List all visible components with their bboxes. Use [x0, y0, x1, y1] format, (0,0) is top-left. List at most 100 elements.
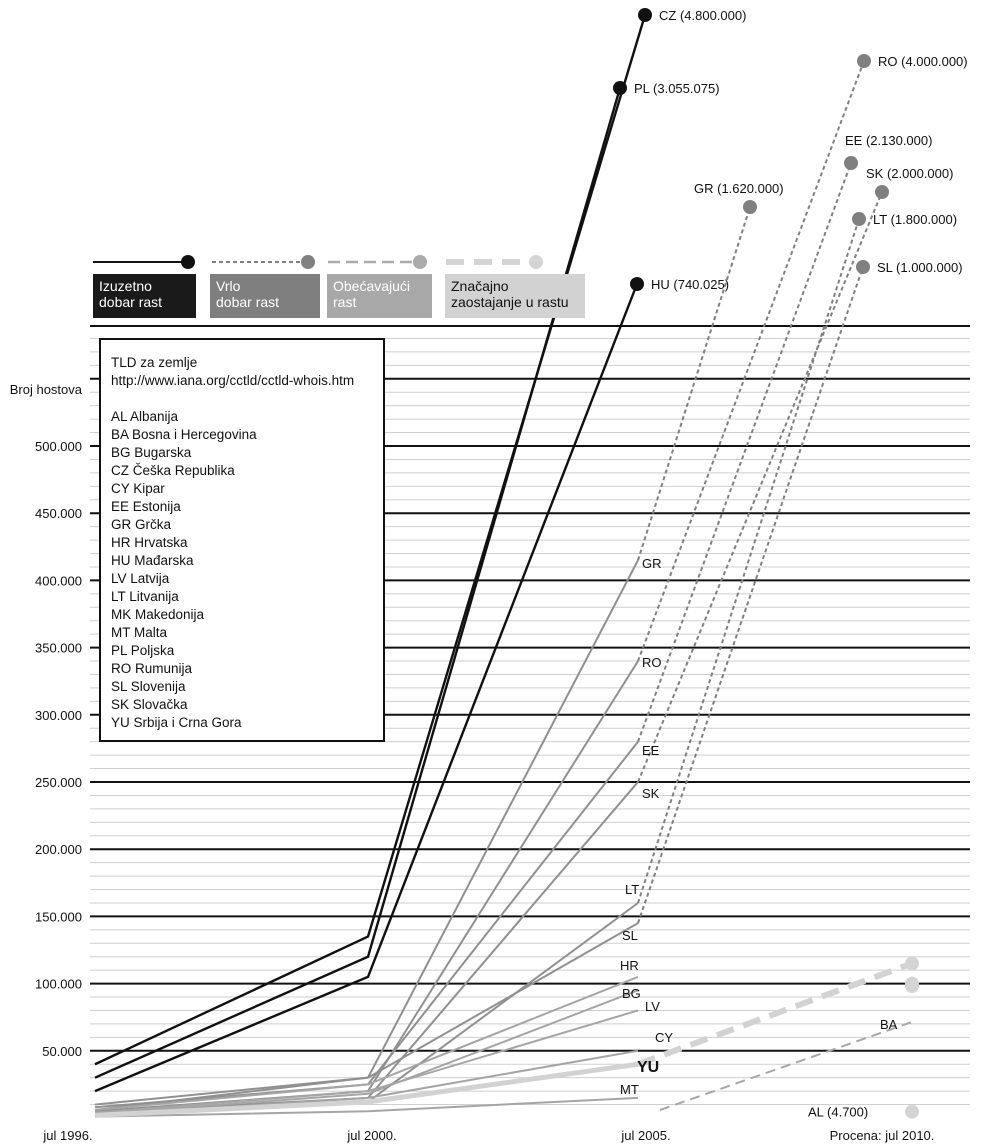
endpoint-marker-sk: [875, 185, 889, 199]
endpoint-marker-al: [905, 1104, 919, 1119]
endpoint-label-hu: HU (740.025): [651, 277, 729, 292]
key-entry: MK Makedonija: [111, 607, 205, 622]
projection-line-sk: [637, 191, 883, 783]
endpoint-marker-gr: [743, 200, 757, 214]
key-url: http://www.iana.org/cctld/cctld-whois.ht…: [111, 373, 355, 388]
series-line-sl: [94, 922, 639, 1111]
series-line-lv: [94, 1009, 639, 1114]
series-label-ee: EE: [642, 743, 660, 758]
legend-label-line: rast: [333, 294, 357, 310]
endpoint-marker-lt: [852, 212, 866, 226]
x-tick-label: jul 2000.: [346, 1128, 396, 1143]
endpoint-label-sl: SL (1.000.000): [877, 260, 963, 275]
y-tick-label: 450.000: [35, 506, 82, 521]
legend-marker-sample: [181, 255, 195, 269]
series-line-bg: [94, 989, 639, 1115]
series-label-lv: LV: [645, 999, 660, 1014]
key-entry: EE Estonija: [111, 499, 181, 514]
endpoint-label-gr: GR (1.620.000): [694, 181, 784, 196]
legend-marker-sample: [529, 255, 543, 269]
endpoint-marker-ba: [905, 979, 919, 993]
endpoint-marker-sl: [856, 260, 870, 274]
key-entry: GR Grčka: [111, 517, 172, 532]
legend-obecavajuci: Obećavajući rast: [327, 274, 432, 318]
x-tick-label: jul 1996.: [42, 1128, 92, 1143]
projection-line-ro: [637, 60, 865, 662]
key-entry: BG Bugarska: [111, 445, 192, 460]
key-entry: SK Slovačka: [111, 697, 188, 712]
endpoint-marker-yu: [905, 956, 919, 971]
key-entry: BA Bosna i Hercegovina: [111, 427, 257, 442]
key-entry: RO Rumunija: [111, 661, 193, 676]
key-entry: CY Kipar: [111, 481, 165, 496]
y-axis: 50.000 100.000 150.000 200.000 250.000 300.00…: [35, 439, 82, 1059]
endpoint-label-al: AL (4.700): [808, 1105, 868, 1120]
projection-line-sl: [637, 266, 864, 924]
x-axis: jul 1996. jul 2000. jul 2005. Procena: jul …: [42, 1128, 934, 1143]
projection-line-ee: [637, 162, 852, 743]
legend-vrlo: Vrlo dobar rast: [210, 274, 320, 318]
legend-label-line: zaostajanje u rastu: [451, 294, 569, 310]
series-line-yu: [94, 1061, 639, 1118]
gridlines: [90, 325, 970, 1106]
y-tick-label: 150.000: [35, 909, 82, 924]
projection-line-gr: [637, 206, 751, 561]
key-entry: PL Poljska: [111, 643, 175, 658]
legend-label-line: Značajno: [451, 278, 509, 294]
endpoint-label-ee: EE (2.130.000): [845, 133, 932, 148]
series-label-ro: RO: [642, 655, 662, 670]
key-entry: SL Slovenija: [111, 679, 186, 694]
series-label-cy: CY: [655, 1030, 673, 1045]
legend-marker-sample: [301, 255, 315, 269]
key-entry: HU Mađarska: [111, 553, 194, 568]
key-entry: CZ Češka Republika: [111, 463, 235, 478]
key-title: TLD za zemlje: [111, 355, 198, 370]
legend-label-line: dobar rast: [216, 294, 280, 310]
legend-label-line: dobar rast: [99, 294, 163, 310]
series-line-ee: [94, 741, 639, 1109]
y-tick-label: 200.000: [35, 842, 82, 857]
key-entry: LV Latvija: [111, 571, 170, 586]
legend-marker-sample: [413, 255, 427, 269]
projection-line-yu: [636, 960, 914, 1068]
endpoint-label-ro: RO (4.000.000): [878, 54, 968, 69]
y-tick-label: 400.000: [35, 573, 82, 588]
y-tick-label: 50.000: [42, 1044, 82, 1059]
endpoint-label-lt: LT (1.800.000): [873, 212, 957, 227]
key-entry: AL Albanija: [111, 409, 179, 424]
y-tick-label: 350.000: [35, 641, 82, 656]
series-line-mt: [94, 1096, 639, 1118]
series-line-hu: [94, 283, 639, 1093]
legend-label-line: Obećavajući: [333, 278, 411, 294]
y-tick-label: 250.000: [35, 775, 82, 790]
y-tick-label: 500.000: [35, 439, 82, 454]
series-label-yu: YU: [637, 1059, 659, 1076]
x-tick-label: jul 2005.: [620, 1128, 670, 1143]
endpoint-marker-cz: [638, 8, 652, 22]
endpoint-marker-ee: [844, 156, 858, 170]
key-entry: MT Malta: [111, 625, 168, 640]
tld-key-box: TLD za zemlje http://www.iana.org/cctld/…: [99, 338, 385, 742]
legend-label-line: Izuzetno: [99, 278, 152, 294]
endpoint-label-cz: CZ (4.800.000): [659, 8, 746, 23]
series-line-hr: [94, 975, 639, 1111]
series-label-ba: BA: [880, 1017, 898, 1032]
series-label-lt: LT: [625, 882, 639, 897]
y-axis-label: Broj hostova: [10, 382, 83, 397]
series-labels: CZ (4.800.000) PL (3.055.075) HU (740.025)…: [620, 8, 968, 1120]
endpoint-label-sk: SK (2.000.000): [866, 166, 953, 181]
legend-samples: [93, 255, 543, 269]
legend-label-line: Vrlo: [216, 278, 241, 294]
legend-izuzetno: Izuzetno dobar rast: [93, 274, 196, 318]
key-entry: HR Hrvatska: [111, 535, 188, 550]
series-label-gr: GR: [642, 556, 662, 571]
series-label-hr: HR: [620, 958, 639, 973]
series-label-sl: SL: [622, 928, 638, 943]
projection-line-lt: [637, 218, 860, 904]
endpoint-marker-ro: [857, 54, 871, 68]
projection-line-ba: [659, 1021, 913, 1111]
endpoint-marker-pl: [613, 81, 627, 95]
series-line-sk: [94, 781, 639, 1114]
endpoint-marker-hu: [630, 277, 644, 291]
